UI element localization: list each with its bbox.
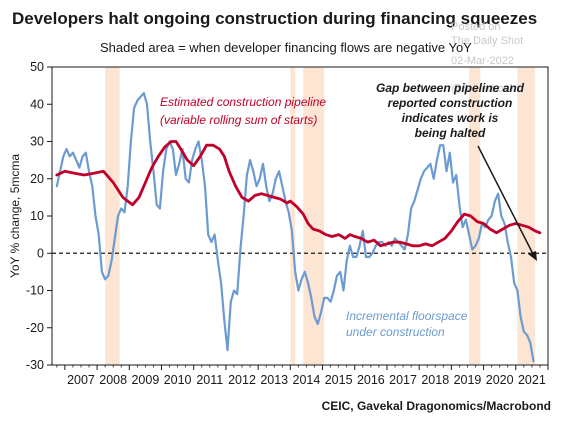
annotation-gap: Gap between pipeline and reported constr…: [376, 81, 537, 261]
shaded-period: [105, 67, 120, 365]
x-tick-label: 2016: [357, 373, 385, 387]
x-tick-label: 2007: [67, 373, 95, 387]
series-lines: [55, 92, 542, 363]
watermark-line: @SoberLook: [451, 83, 516, 95]
x-tick-label: 2021: [518, 373, 546, 387]
shaded-period: [303, 67, 325, 365]
watermark: Posted on The Daily Shot 02-Mar-2022 @So…: [451, 21, 523, 95]
y-tick-label: 30: [30, 135, 44, 149]
x-tick-label: 2012: [228, 373, 256, 387]
x-tick-label: 2013: [260, 373, 288, 387]
annotation-pipeline-line: Estimated construction pipeline: [160, 95, 326, 109]
x-tick-label: 2015: [325, 373, 353, 387]
chart-title: Developers halt ongoing construction dur…: [12, 9, 537, 28]
x-tick-label: 2017: [389, 373, 417, 387]
y-tick-label: -30: [26, 358, 44, 372]
x-tick-label: 2010: [164, 373, 192, 387]
annotation-floorspace-line: under construction: [346, 325, 445, 339]
y-tick-label: 0: [37, 246, 44, 260]
shaded-period: [290, 67, 296, 365]
x-tick-label: 2019: [454, 373, 482, 387]
annotation-pipeline-line: (variable rolling sum of starts): [160, 113, 317, 127]
annotation-gap-line: Gap between pipeline and: [376, 81, 525, 95]
y-tick-label: 40: [30, 97, 44, 111]
x-tick-label: 2011: [196, 373, 223, 387]
y-tick-label: -20: [26, 321, 44, 335]
x-tick-label: 2014: [293, 373, 321, 387]
x-tick-label: 2009: [131, 373, 159, 387]
y-tick-label: -10: [26, 284, 44, 298]
y-axis-label: YoY % change, 5mcma: [8, 154, 22, 278]
source-label: CEIC, Gavekal Dragonomics/Macrobond: [322, 399, 551, 413]
x-tick-label: 2018: [421, 373, 449, 387]
annotation-arrow: [477, 145, 534, 255]
series-line-floorspace: [55, 92, 535, 363]
x-tick-label: 2020: [486, 373, 514, 387]
watermark-line: 02-Mar-2022: [451, 55, 514, 67]
annotation-floorspace: Incremental floorspace under constructio…: [346, 309, 468, 339]
annotation-pipeline: Estimated construction pipeline (variabl…: [160, 95, 326, 127]
annotation-gap-line: being halted: [415, 126, 486, 140]
annotation-arrow-head: [528, 251, 537, 261]
annotation-floorspace-line: Incremental floorspace: [346, 309, 468, 323]
watermark-line: The Daily Shot: [451, 35, 523, 47]
shaded-periods: [105, 67, 536, 365]
watermark-line: Posted on: [451, 21, 501, 33]
shaded-period: [469, 67, 481, 365]
y-tick-label: 50: [30, 60, 44, 74]
shaded-period: [517, 67, 536, 365]
axes: -30 -20 -10 0 10 20 30 40 50 2007 2008 2009 2010 2011…: [8, 60, 549, 387]
annotation-gap-line: indicates work is: [402, 111, 499, 125]
x-tick-label: 2008: [99, 373, 127, 387]
chart-subtitle: Shaded area = when developer financing f…: [100, 40, 472, 55]
y-tick-label: 10: [30, 209, 44, 223]
y-tick-label: 20: [30, 172, 44, 186]
annotation-gap-line: reported construction: [388, 96, 513, 110]
series-line-pipeline: [55, 140, 542, 248]
